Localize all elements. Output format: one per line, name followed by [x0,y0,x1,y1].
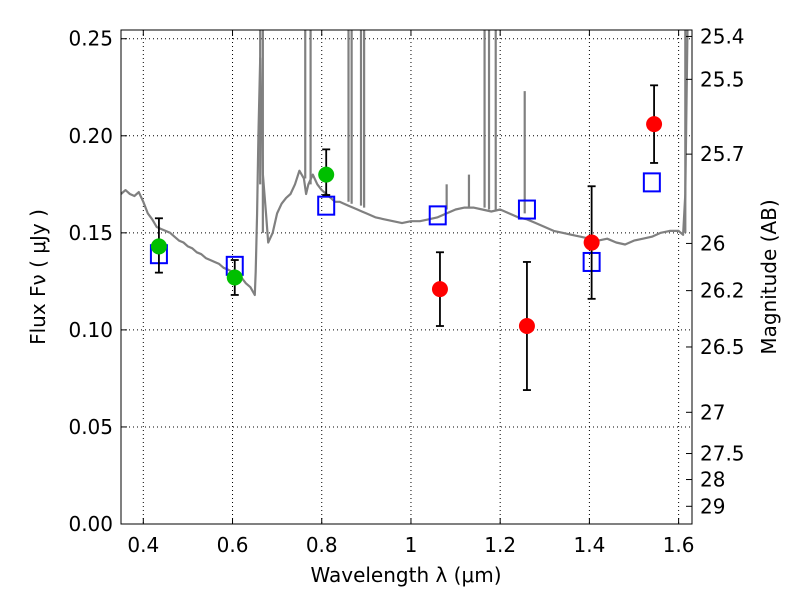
y-tick-label: 0.00 [68,512,113,536]
y2-tick-label: 27.5 [700,442,745,466]
y2-tick-label: 26.2 [700,279,745,303]
y2-tick-label: 26.5 [700,335,745,359]
y-tick-label: 0.25 [68,27,113,51]
observed-flux-point [226,269,243,286]
plot-frame [120,29,693,525]
y-tick-label: 0.20 [68,124,113,148]
plot-background [121,30,692,524]
observed-flux-point [318,166,335,183]
y2-tick-label: 27 [700,400,725,424]
observed-flux-point [431,281,448,298]
model-photometry-square [642,172,661,193]
model-photometry-square [517,199,536,220]
y2-tick-label: 29 [700,494,725,518]
y2-tick-label: 28 [700,468,725,492]
x-tick-label: 1.6 [663,533,695,557]
x-axis-title: Wavelength λ (μm) [310,563,501,587]
x-tick-label: 1.2 [484,533,516,557]
x-tick-label: 0.6 [217,533,249,557]
model-photometry-square [428,205,447,226]
x-tick-label: 0.4 [127,533,159,557]
y2-axis-title: Magnitude (AB) [757,199,781,354]
x-tick-label: 1 [405,533,418,557]
y-tick-label: 0.05 [68,415,113,439]
observed-flux-point [583,234,600,251]
y2-tick-label: 26 [700,231,725,255]
observed-flux-point [646,116,663,133]
y2-tick-label: 25.7 [700,142,745,166]
x-tick-label: 1.4 [573,533,605,557]
observed-flux-point [150,238,167,255]
y-axis-title: Flux Fν ( μJy ) [26,209,50,345]
y-tick-label: 0.15 [68,221,113,245]
x-tick-label: 0.8 [306,533,338,557]
model-spectrum-line [121,30,689,297]
y2-tick-label: 25.5 [700,67,745,91]
ticks: 0.4 0.6 0.8 1 1.2 1.4 1.6 0.00 0.05 0.10 0.15 0.20 0… [68,24,744,557]
model-photometry-square [317,195,336,216]
y2-tick-label: 25.4 [700,24,745,48]
marker-layer [149,84,663,391]
data-layer [121,30,689,297]
observed-flux-point [518,318,535,335]
y-tick-label: 0.10 [68,318,113,342]
